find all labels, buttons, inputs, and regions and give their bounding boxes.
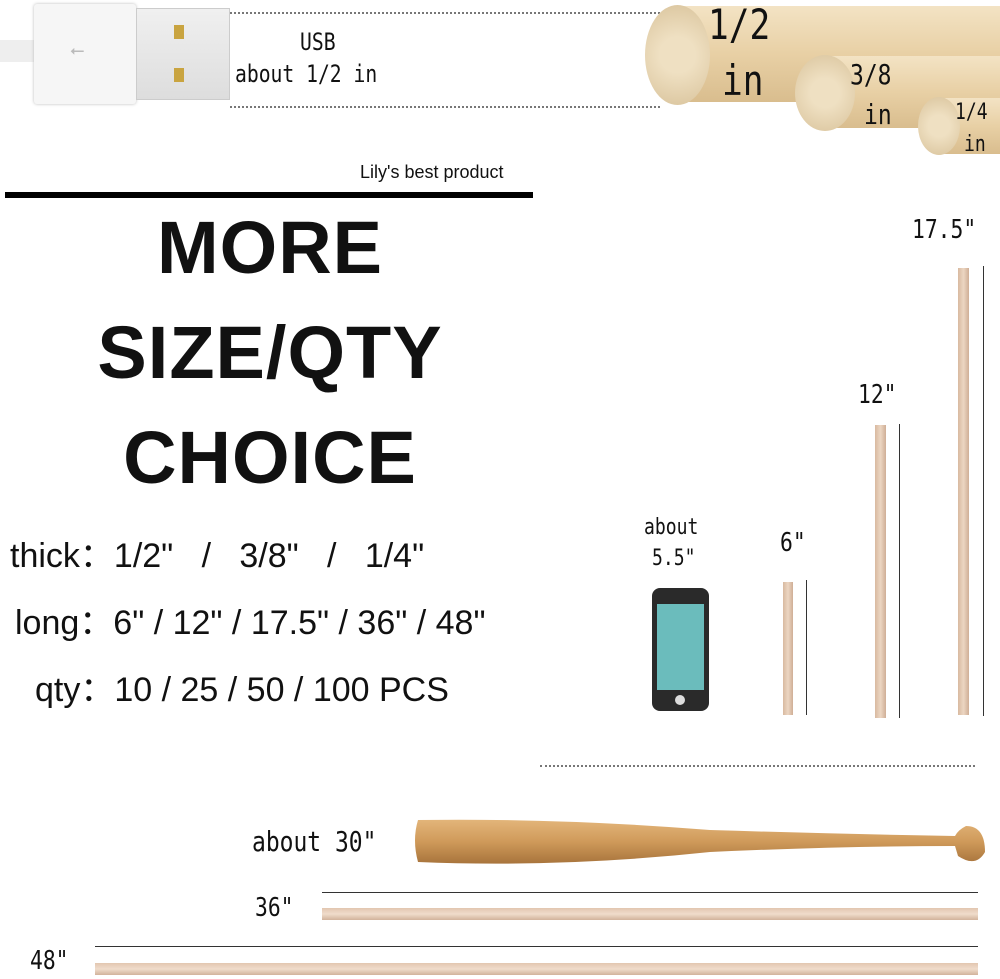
dowel-label-unit: in	[864, 98, 892, 131]
dowel-label-unit: in	[964, 132, 986, 157]
phone-screen	[657, 604, 704, 690]
spec-long: long：6" / 12" / 17.5" / 36" / 48"	[15, 604, 486, 642]
dowel-end	[918, 97, 960, 155]
dowel-label-size: 1/4	[955, 100, 988, 125]
headline-line: MORE	[157, 206, 383, 289]
dimension-line	[95, 946, 978, 947]
length-label-6: 6"	[780, 528, 806, 558]
dowel-end	[645, 5, 710, 105]
usb-contact	[174, 68, 184, 82]
bat-label: about 30"	[252, 825, 377, 858]
phone-label: about	[644, 515, 699, 540]
dowel-label-unit: in	[722, 56, 764, 105]
dotted-line	[540, 765, 975, 767]
usb-title: USB	[300, 28, 336, 56]
length-label-48: 48"	[30, 946, 69, 976]
length-label-17-5: 17.5"	[912, 215, 977, 245]
usb-contact	[174, 25, 184, 39]
stick-17-5in	[958, 268, 969, 715]
spec-thick: thick：1/2" / 3/8" / 1/4"	[10, 537, 425, 575]
length-label-36: 36"	[255, 893, 294, 923]
usb-metal	[136, 8, 230, 100]
baseball-bat-image	[415, 819, 985, 864]
headline-line: SIZE/QTY	[97, 311, 443, 394]
length-label-12: 12"	[858, 380, 897, 410]
usb-plug-body	[34, 4, 136, 104]
stick-48in	[95, 963, 978, 975]
phone-size: 5.5"	[652, 546, 696, 571]
stick-12in	[875, 425, 886, 718]
headline-line: CHOICE	[123, 416, 417, 499]
dowel-label-size: 1/2	[708, 0, 771, 49]
phone-button	[675, 695, 685, 705]
dowel-end	[795, 55, 855, 131]
usb-icon: ⭠	[70, 40, 85, 61]
divider-bar	[5, 192, 533, 198]
stick-36in	[322, 908, 978, 920]
dimension-line	[983, 266, 984, 716]
dimension-line	[899, 424, 900, 718]
stick-6in	[783, 582, 793, 715]
phone-icon	[652, 588, 709, 711]
dotted-line	[230, 106, 660, 108]
dowel-label-size: 3/8	[850, 58, 892, 91]
spec-qty: qty：10 / 25 / 50 / 100 PCS	[35, 671, 449, 709]
dimension-line	[806, 580, 807, 715]
dotted-line	[230, 12, 660, 14]
usb-size: about 1/2 in	[235, 60, 378, 88]
usb-cable	[0, 40, 40, 62]
brand-text: Lily's best product	[360, 162, 504, 182]
dimension-line	[322, 892, 978, 893]
